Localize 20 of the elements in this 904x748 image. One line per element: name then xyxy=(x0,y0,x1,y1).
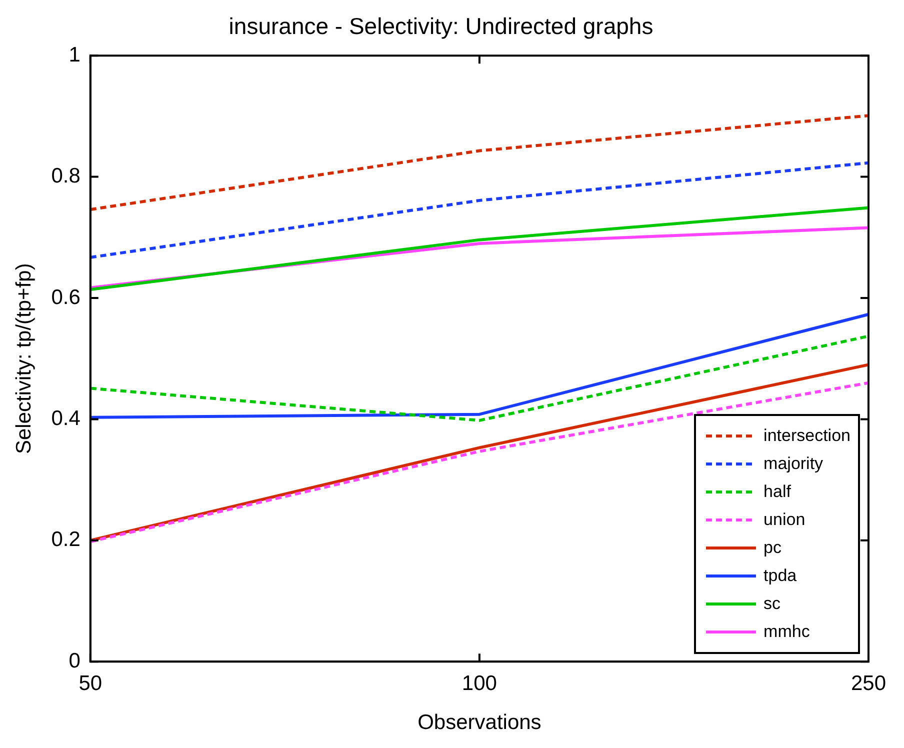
legend-label: sc xyxy=(764,594,781,614)
y-tick-label: 1 xyxy=(68,43,80,66)
y-tick-label: 0.6 xyxy=(51,286,80,309)
legend-label: half xyxy=(764,482,791,502)
y-tick-label: 0.2 xyxy=(51,528,80,552)
legend-label: union xyxy=(764,510,806,530)
y-tick-label: 0 xyxy=(68,649,80,672)
legend-label: pc xyxy=(764,538,782,558)
y-axis-title: Selectivity: tp/(tp+fp) xyxy=(12,263,36,454)
legend-label: mmhc xyxy=(764,622,810,642)
legend-label: intersection xyxy=(764,426,850,446)
x-tick-label: 50 xyxy=(78,672,102,695)
legend-label: majority xyxy=(764,454,824,474)
x-axis-title: Observations xyxy=(418,711,542,734)
y-tick-label: 0.4 xyxy=(51,406,81,430)
x-tick-label: 100 xyxy=(462,672,497,695)
y-tick-label: 0.8 xyxy=(51,164,80,188)
chart-title: insurance - Selectivity: Undirected graphs xyxy=(228,13,654,40)
x-tick-label: 250 xyxy=(850,672,886,695)
legend-label: tpda xyxy=(764,566,797,586)
